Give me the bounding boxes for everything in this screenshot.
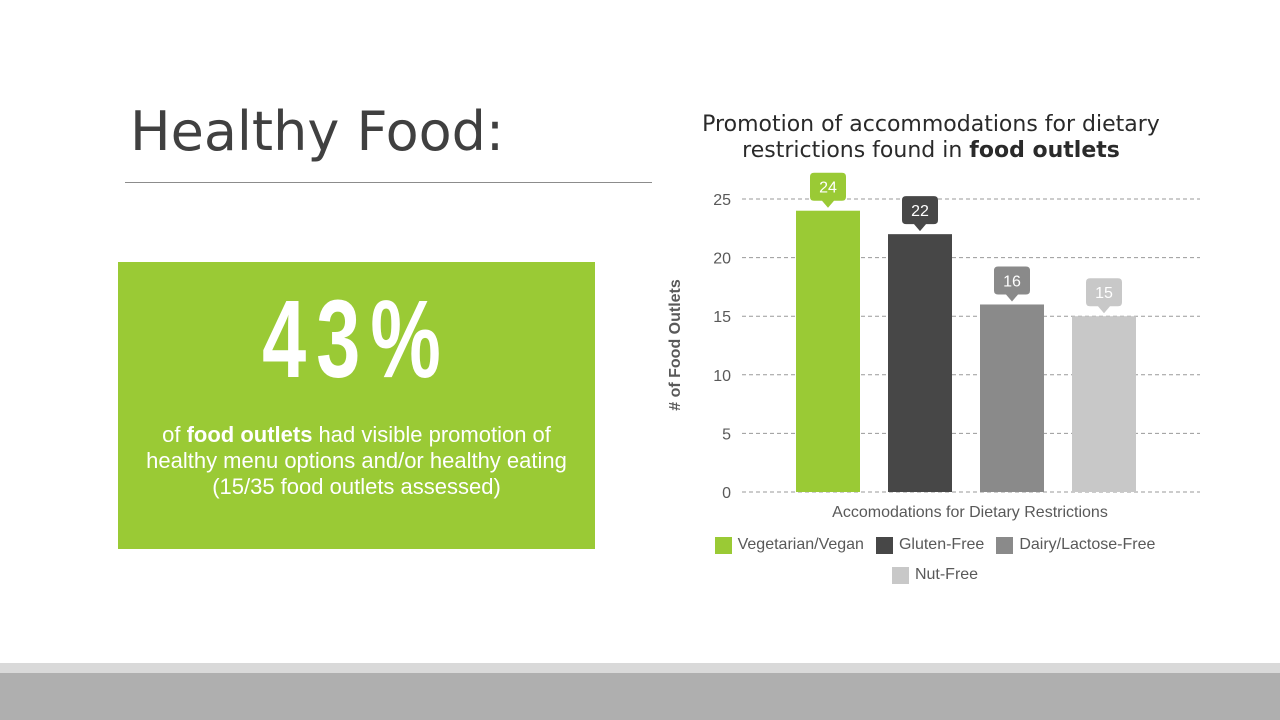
- legend-label: Vegetarian/Vegan: [737, 536, 864, 553]
- y-tick-label: 15: [713, 309, 731, 326]
- legend-label: Gluten-Free: [898, 536, 985, 553]
- y-tick-label: 5: [722, 426, 731, 443]
- legend-item: Gluten-Free: [875, 536, 985, 554]
- title-divider: [125, 182, 652, 183]
- footer-band-light: [0, 663, 1280, 673]
- data-label-callout: [810, 172, 846, 208]
- stat-caption-suffix: had visible promotion of healthy menu op…: [146, 422, 567, 499]
- legend-item: Dairy/Lactose-Free: [996, 536, 1155, 554]
- legend-swatch: [714, 536, 732, 554]
- stat-caption-prefix: of: [162, 422, 187, 447]
- chart-title: Promotion of accommodations for dietary …: [660, 112, 1202, 164]
- legend-swatch: [996, 536, 1014, 554]
- bar: [888, 234, 952, 492]
- bar: [796, 210, 860, 492]
- y-tick-label: 0: [722, 485, 731, 502]
- slide-title: Healthy Food:: [130, 100, 505, 163]
- data-label: 15: [1095, 285, 1113, 302]
- stat-caption: of food outlets had visible promotion of…: [128, 422, 585, 500]
- data-label-callout: [902, 196, 938, 232]
- stat-percentage: 43%: [262, 278, 451, 401]
- x-axis-label: Accomodations for Dietary Restrictions: [832, 504, 1108, 521]
- data-label-callout: [1086, 278, 1122, 314]
- stat-callout-box: 43% of food outlets had visible promotio…: [118, 262, 595, 549]
- stat-caption-bold: food outlets: [186, 422, 313, 447]
- data-label: 24: [819, 180, 837, 197]
- legend-swatch: [875, 536, 893, 554]
- data-label-callout: [994, 266, 1030, 302]
- legend-label: Nut-Free: [914, 566, 979, 583]
- legend-item: Nut-Free: [891, 566, 979, 584]
- bar: [980, 304, 1044, 492]
- bar: [1072, 316, 1136, 492]
- y-tick-label: 20: [713, 251, 731, 268]
- legend-item: Vegetarian/Vegan: [714, 536, 864, 554]
- footer-band: [0, 673, 1280, 720]
- y-axis-label: # of Food Outlets: [667, 279, 684, 411]
- y-tick-label: 25: [713, 192, 731, 209]
- chart-title-bold: food outlets: [969, 138, 1120, 163]
- chart-title-plain: Promotion of accommodations for dietary …: [702, 112, 1160, 163]
- chart-legend: Vegetarian/Vegan Gluten-Free Dairy/Lactose…: [680, 536, 1190, 584]
- data-label: 16: [1003, 273, 1021, 290]
- legend-swatch: [891, 566, 909, 584]
- y-tick-label: 10: [713, 368, 731, 385]
- legend-label: Dairy/Lactose-Free: [1019, 536, 1156, 553]
- data-label: 22: [911, 203, 929, 220]
